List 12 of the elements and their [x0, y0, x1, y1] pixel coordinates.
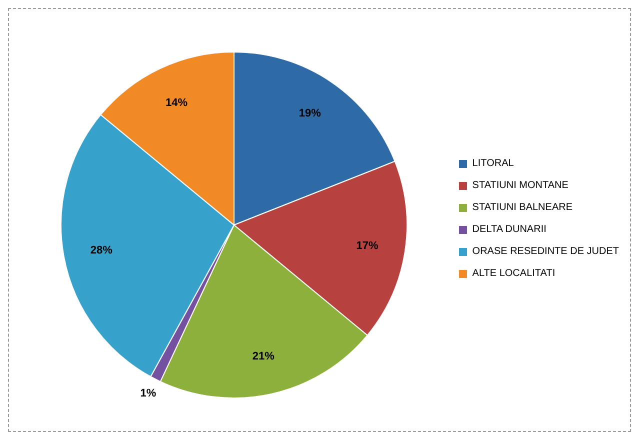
legend-label: ORASE RESEDINTE DE JUDET	[472, 245, 619, 259]
data-label: 28%	[90, 244, 113, 256]
legend-label: STATIUNI BALNEARE	[472, 201, 573, 215]
legend-label: ALTE LOCALITATI	[472, 267, 556, 281]
data-label: 19%	[298, 107, 322, 120]
data-label: 21%	[252, 350, 275, 363]
data-label: 14%	[166, 96, 188, 109]
legend-label: STATIUNI MONTANE	[472, 179, 568, 193]
legend-label: LITORAL	[472, 157, 514, 171]
data-label: 1%	[140, 387, 156, 400]
data-label: 17%	[356, 240, 378, 252]
legend-label: DELTA DUNARII	[472, 223, 546, 237]
